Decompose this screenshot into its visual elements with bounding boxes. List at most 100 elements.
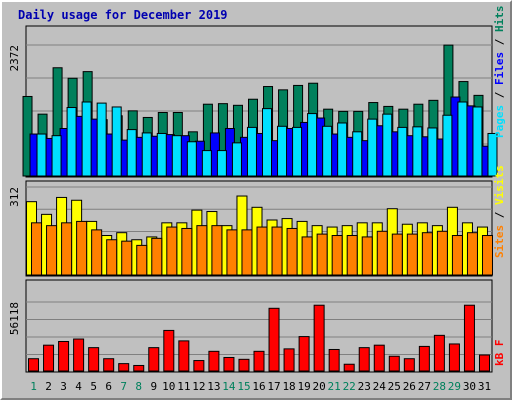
bar-sites-day-25 [391, 233, 403, 276]
x-tick-label-day-8: 8 [135, 380, 142, 393]
panel-frame-visitors [25, 180, 493, 277]
x-tick-label-day-30: 30 [463, 380, 476, 393]
bar-kb-f-day-31 [478, 354, 490, 372]
bar-sites-day-2 [46, 225, 58, 276]
bar-kb-f-day-21 [328, 348, 340, 372]
bar-pages-day-7 [126, 129, 137, 177]
legend-separator: / [493, 85, 506, 105]
bar-kb-f-day-28 [433, 334, 445, 372]
bar-pages-day-26 [412, 126, 423, 177]
bar-sites-day-19 [301, 236, 313, 276]
bar-sites-day-15 [241, 229, 253, 276]
y-max-label-volume: 56118 [8, 302, 21, 335]
x-tick-label-day-3: 3 [60, 380, 67, 393]
bar-pages-day-14 [231, 142, 242, 177]
bar-pages-day-19 [307, 113, 318, 177]
bar-sites-day-8 [136, 244, 148, 276]
x-tick-label-day-22: 22 [343, 380, 356, 393]
bar-sites-day-27 [421, 232, 433, 276]
y-max-label-visitors: 312 [8, 187, 21, 207]
bar-sites-day-1 [31, 222, 43, 276]
bar-pages-day-12 [201, 150, 212, 177]
bar-pages-day-27 [427, 127, 438, 177]
bar-sites-day-9 [151, 237, 163, 276]
x-tick-label-day-20: 20 [313, 380, 326, 393]
x-tick-label-day-12: 12 [192, 380, 205, 393]
bar-kb-f-day-10 [163, 329, 175, 372]
bar-kb-f-day-26 [403, 358, 415, 372]
bar-kb-f-day-23 [358, 347, 370, 372]
bar-kb-f-day-12 [193, 360, 205, 372]
panel-frame-volume [25, 279, 493, 373]
legend-entry-visits: Visits [493, 165, 506, 205]
bar-sites-day-21 [331, 235, 343, 276]
bar-pages-day-16 [262, 108, 272, 177]
x-tick-label-day-31: 31 [478, 380, 491, 393]
bar-sites-day-24 [376, 230, 388, 276]
bar-pages-day-2 [51, 135, 62, 177]
bar-kb-f-day-27 [418, 345, 430, 372]
bar-kb-f-day-17 [268, 307, 280, 372]
bar-pages-day-13 [216, 150, 227, 177]
bar-sites-day-29 [451, 235, 463, 276]
legend-entry-hits: Hits [493, 6, 506, 33]
bar-kb-f-day-15 [238, 358, 250, 372]
bar-pages-day-22 [352, 131, 363, 177]
x-tick-label-day-21: 21 [328, 380, 341, 393]
x-tick-label-day-18: 18 [282, 380, 295, 393]
bar-kb-f-day-7 [118, 363, 130, 372]
bar-pages-day-9 [156, 132, 167, 177]
x-tick-label-day-1: 1 [30, 380, 37, 393]
bar-pages-day-17 [277, 125, 288, 177]
bar-kb-f-day-16 [253, 350, 265, 372]
bar-pages-day-11 [186, 141, 197, 177]
bar-pages-day-25 [397, 126, 408, 177]
x-tick-label-day-16: 16 [252, 380, 265, 393]
legend-entry-sites: Sites [493, 225, 506, 258]
bar-kb-f-day-4 [73, 338, 85, 372]
x-tick-label-day-24: 24 [373, 380, 387, 393]
y-axis-legend-visitors: Sites / Visits [493, 165, 506, 258]
bar-kb-f-day-5 [88, 347, 100, 372]
chart-title: Daily usage for December 2019 [18, 8, 228, 22]
bar-kb-f-day-29 [448, 343, 460, 372]
bar-sites-day-17 [271, 226, 283, 276]
bar-kb-f-day-6 [103, 358, 115, 372]
bar-kb-f-day-13 [208, 350, 220, 372]
bar-pages-day-4 [81, 101, 92, 177]
x-tick-label-day-7: 7 [120, 380, 127, 393]
bar-pages-day-10 [171, 135, 182, 177]
x-tick-label-day-23: 23 [358, 380, 371, 393]
bar-kb-f-day-20 [313, 304, 325, 372]
bar-kb-f-day-22 [343, 363, 355, 372]
bar-sites-day-10 [166, 226, 178, 276]
bar-kb-f-day-25 [388, 355, 400, 372]
bar-kb-f-day-24 [373, 344, 385, 372]
legend-entry-pages: Pages [493, 105, 506, 138]
bar-sites-day-28 [436, 230, 448, 276]
x-tick-label-day-5: 5 [90, 380, 97, 393]
x-tick-label-day-10: 10 [162, 380, 175, 393]
x-tick-label-day-14: 14 [222, 380, 236, 393]
bar-pages-day-31 [487, 132, 498, 177]
bar-kb-f-day-11 [178, 340, 190, 372]
bar-sites-day-6 [106, 239, 118, 276]
bar-pages-day-18 [292, 126, 303, 177]
bar-sites-day-14 [226, 229, 238, 276]
bar-kb-f-day-9 [148, 347, 160, 372]
x-tick-label-day-11: 11 [177, 380, 190, 393]
bar-kb-f-day-18 [283, 348, 295, 372]
bar-sites-day-18 [286, 227, 298, 276]
x-tick-label-day-26: 26 [403, 380, 416, 393]
bar-sites-day-30 [466, 232, 478, 276]
bar-sites-day-5 [91, 229, 103, 276]
x-tick-label-day-2: 2 [45, 380, 52, 393]
bar-kb-f-day-3 [58, 340, 70, 372]
bar-sites-day-23 [361, 236, 373, 276]
bar-pages-day-29 [457, 101, 468, 177]
x-tick-label-day-29: 29 [448, 380, 461, 393]
bar-kb-f-day-30 [463, 304, 475, 372]
bar-kb-f-day-8 [133, 364, 145, 372]
legend-separator: / [493, 205, 506, 225]
bar-pages-day-3 [66, 107, 77, 177]
